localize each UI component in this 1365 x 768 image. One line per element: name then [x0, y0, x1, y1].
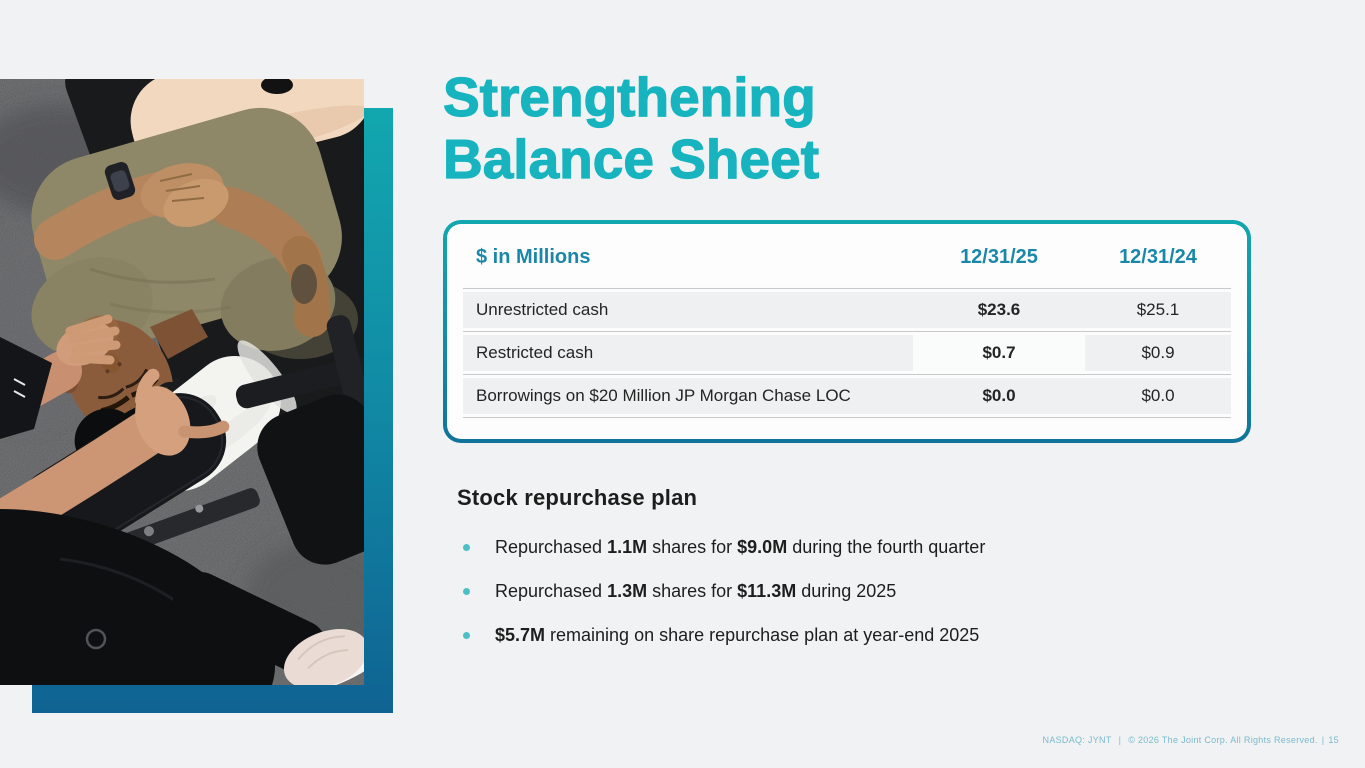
footer-separator-2: |: [1321, 735, 1325, 745]
stock-repurchase-heading: Stock repurchase plan: [457, 485, 698, 510]
table-divider: [463, 285, 1231, 292]
bullet-text: Repurchased 1.3M shares for $11.3M durin…: [495, 580, 897, 601]
table-header-row: $ in Millions 12/31/25 12/31/24: [463, 229, 1231, 285]
bullet-dot-icon: [463, 631, 470, 639]
title-line-2: Balance Sheet: [442, 128, 820, 191]
table-cell-c1: $23.6: [977, 300, 1021, 319]
title-line-1: Strengthening: [442, 65, 816, 128]
table-cell-label: Unrestricted cash: [476, 300, 609, 319]
table-body: Unrestricted cash $23.6 $25.1 Restricted ca…: [463, 285, 1231, 421]
bullet-item: Repurchased 1.1M shares for $9.0M during…: [457, 534, 985, 560]
footer-copyright: © 2026 The Joint Corp. All Rights Reserv…: [1128, 735, 1318, 745]
bullet-list: Repurchased 1.1M shares for $9.0M during…: [457, 534, 985, 666]
slide-footer: NASDAQ: JYNT | © 2026 The Joint Corp. All …: [1043, 735, 1339, 745]
bullet-dot-icon: [463, 587, 470, 595]
footer-ticker: NASDAQ: JYNT: [1042, 735, 1112, 745]
bullet-text: Repurchased 1.1M shares for $9.0M during…: [495, 536, 986, 557]
table-header-units: $ in Millions: [476, 245, 591, 268]
table-cell-c2: $25.1: [1136, 300, 1180, 319]
table-cell-label: Restricted cash: [476, 343, 594, 362]
table-divider: [463, 371, 1231, 378]
footer-page-number: 15: [1328, 735, 1339, 745]
balance-sheet-table-card: $ in Millions 12/31/25 12/31/24 Unrestri…: [443, 220, 1251, 443]
chiropractic-adjustment-photo: [0, 79, 364, 685]
table-cell-c2: $0.0: [1141, 386, 1175, 405]
slide-title: Strengthening Balance Sheet: [442, 65, 820, 191]
bullet-item: Repurchased 1.3M shares for $11.3M durin…: [457, 578, 985, 604]
bullet-text: $5.7M remaining on share repurchase plan…: [495, 624, 980, 645]
table-divider: [463, 414, 1231, 421]
footer-separator: |: [1118, 735, 1122, 745]
table-cell-c1: $0.0: [982, 386, 1016, 405]
table-cell-c2: $0.9: [1141, 343, 1175, 362]
table-header-period-current: 12/31/25: [960, 245, 1038, 268]
bullet-dot-icon: [463, 543, 470, 551]
table-header-period-prior: 12/31/24: [1119, 245, 1197, 268]
table-cell-label: Borrowings on $20 Million JP Morgan Chas…: [476, 386, 851, 405]
table-cell-c1: $0.7: [913, 335, 1085, 371]
table-row: Restricted cash $0.7 $0.9: [463, 335, 1231, 371]
table-row: Unrestricted cash $23.6 $25.1: [463, 292, 1231, 328]
bullet-item: $5.7M remaining on share repurchase plan…: [457, 622, 985, 648]
balance-sheet-table: $ in Millions 12/31/25 12/31/24 Unrestri…: [447, 224, 1247, 439]
table-row: Borrowings on $20 Million JP Morgan Chas…: [463, 378, 1231, 414]
table-divider: [463, 328, 1231, 335]
